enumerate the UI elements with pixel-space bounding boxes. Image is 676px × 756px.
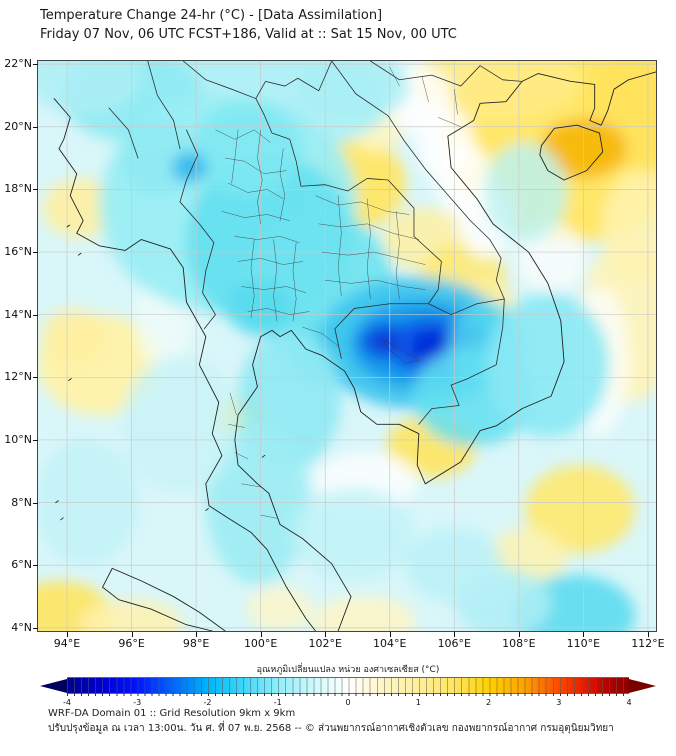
colorbar: อุณหภูมิเปลี่ยนแปลง หน่วย องศาเซลเซียส (…	[40, 662, 656, 707]
border-thailand-laos-cambodia	[264, 114, 441, 358]
y-tick-mark	[33, 565, 38, 567]
colorbar-tick-label: 0	[345, 698, 351, 707]
x-tick-label: 94°E	[53, 637, 81, 650]
page-title: Temperature Change 24-hr (°C) - [Data As…	[40, 8, 383, 23]
x-tick-mark	[583, 632, 585, 637]
colorbar-tick-label: -1	[273, 698, 282, 707]
y-tick-mark	[33, 377, 38, 379]
y-tick-mark	[33, 126, 38, 128]
y-tick-mark	[33, 502, 38, 504]
y-tick-label: 6°N	[11, 558, 32, 572]
anomaly-blob	[486, 292, 610, 437]
colorbar-tick-label: 3	[556, 698, 562, 707]
colorbar-tick-label: 1	[415, 698, 421, 707]
colorbar-tick-label: -2	[203, 698, 212, 707]
province-boundaries	[215, 67, 460, 518]
x-tick-mark	[260, 632, 262, 637]
temperature-change-map	[38, 61, 656, 631]
x-tick-label: 112°E	[631, 637, 665, 650]
x-tick-mark	[67, 632, 69, 637]
anomaly-blob	[525, 465, 636, 553]
colorbar-tick-label: 4	[626, 698, 632, 707]
colorbar-gradient: -4 -3 -2 -1 0 1 2 3 4	[63, 677, 632, 707]
geography-layer	[54, 61, 656, 631]
anomaly-blob	[483, 142, 568, 243]
x-tick-label: 104°E	[373, 637, 407, 650]
x-tick-label: 96°E	[118, 637, 145, 650]
y-tick-mark	[33, 314, 38, 316]
anomaly-blob	[42, 178, 118, 238]
anomaly-blob	[370, 330, 400, 353]
anomaly-blob	[292, 486, 416, 581]
colorbar-label: อุณหภูมิเปลี่ยนแปลง หน่วย องศาเซลเซียส (…	[256, 665, 440, 675]
colorbar-tick-label: 2	[485, 698, 492, 707]
x-tick-mark	[454, 632, 456, 637]
y-tick-label: 16°N	[4, 245, 32, 259]
colorbar-left-arrow	[40, 678, 67, 693]
title-block: Temperature Change 24-hr (°C) - [Data As…	[40, 6, 457, 44]
colorbar-tick-marks	[67, 693, 629, 696]
footer-block: WRF-DA Domain 01 :: Grid Resolution 9km …	[48, 706, 668, 736]
x-tick-mark	[518, 632, 520, 637]
anomaly-blob	[247, 587, 313, 631]
x-tick-mark	[196, 632, 198, 637]
anomaly-blob	[192, 101, 303, 196]
colorbar-bar: -4 -3 -2 -1 0 1 2 3 4	[40, 677, 656, 707]
x-tick-label: 108°E	[502, 637, 536, 650]
y-tick-label: 10°N	[4, 432, 32, 446]
y-tick-label: 4°N	[11, 620, 32, 634]
colorbar-right-arrow	[629, 678, 656, 693]
anomaly-blob	[41, 308, 106, 365]
x-tick-label: 100°E	[243, 637, 278, 650]
coastline-west	[54, 99, 315, 631]
small-islands	[56, 225, 265, 520]
x-tick-label: 106°E	[437, 637, 472, 650]
border-china-myanmar-laos	[109, 61, 332, 158]
anomaly-blob	[121, 355, 239, 494]
coastline-gulf-vietnam-china	[235, 72, 656, 631]
page-subtitle: Friday 07 Nov, 06 UTC FCST+186, Valid at…	[40, 27, 457, 42]
colorbar-segment-lines	[67, 678, 629, 693]
x-tick-label: 98°E	[182, 637, 210, 650]
border-china-vietnam	[370, 61, 522, 86]
colorbar-tick-label: -4	[63, 698, 71, 707]
x-tick-mark	[647, 632, 649, 637]
y-tick-mark	[33, 252, 38, 254]
footer-domain-info: WRF-DA Domain 01 :: Grid Resolution 9km …	[48, 708, 296, 719]
y-tick-mark	[33, 627, 38, 629]
map-plot-area: 94°E 96°E 98°E 100°E 102°E 104°E 106°E 108°E 110…	[4, 57, 664, 650]
y-tick-label: 22°N	[4, 57, 32, 71]
colorbar-tick-label: -3	[133, 698, 142, 707]
border-myanmar-thailand	[180, 130, 215, 329]
x-tick-label: 102°E	[308, 637, 342, 650]
x-tick-mark	[389, 632, 391, 637]
y-tick-label: 18°N	[4, 182, 32, 196]
latlon-gridlines	[38, 61, 656, 631]
y-tick-mark	[33, 189, 38, 191]
anomaly-blob	[171, 151, 208, 184]
x-tick-mark	[325, 632, 327, 637]
temperature-anomaly-field	[38, 61, 656, 631]
coastline-sumatra	[103, 568, 226, 631]
y-tick-label: 20°N	[4, 119, 32, 133]
footer-update-info: ปรับปรุงข้อมูล ณ เวลา 13:00น. วัน ศ. ที่…	[48, 723, 614, 734]
x-tick-label: 110°E	[566, 637, 601, 650]
y-tick-label: 14°N	[4, 307, 32, 321]
y-tick-mark	[33, 439, 38, 441]
y-tick-label: 12°N	[4, 370, 32, 384]
coastline-hainan-island	[540, 125, 603, 180]
x-tick-mark	[131, 632, 133, 637]
anomaly-blob	[38, 61, 142, 115]
border-cambodia-laos	[428, 299, 504, 315]
y-tick-mark	[33, 64, 38, 66]
y-tick-label: 8°N	[11, 495, 32, 509]
border-laos-vietnam-cambodia	[332, 61, 505, 424]
anomaly-blob	[292, 61, 410, 121]
anomaly-blob	[602, 170, 656, 284]
